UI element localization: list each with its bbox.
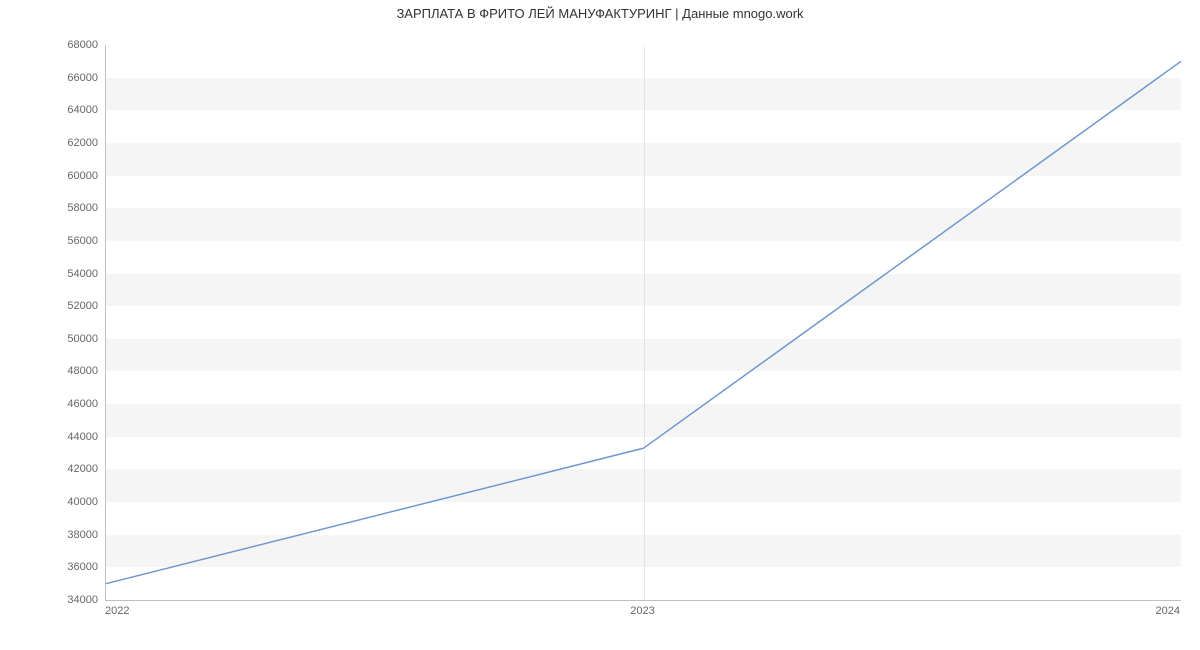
y-axis-tick-label: 66000	[8, 72, 98, 84]
y-axis-tick-label: 60000	[8, 170, 98, 182]
y-axis-tick-label: 42000	[8, 463, 98, 475]
y-axis-tick-label: 56000	[8, 235, 98, 247]
y-axis-tick-label: 38000	[8, 529, 98, 541]
y-axis-tick-label: 58000	[8, 202, 98, 214]
y-axis-tick-label: 40000	[8, 496, 98, 508]
y-axis-tick-label: 64000	[8, 104, 98, 116]
x-axis-tick-label: 2023	[630, 605, 654, 617]
y-axis-tick-label: 54000	[8, 268, 98, 280]
y-axis-tick-label: 36000	[8, 561, 98, 573]
y-axis-tick-label: 52000	[8, 300, 98, 312]
y-axis-tick-label: 62000	[8, 137, 98, 149]
y-axis-tick-label: 34000	[8, 594, 98, 606]
y-axis-tick-label: 48000	[8, 365, 98, 377]
chart-title: ЗАРПЛАТА В ФРИТО ЛЕЙ МАНУФАКТУРИНГ | Дан…	[0, 6, 1200, 21]
plot-area	[105, 45, 1181, 601]
y-axis-tick-label: 46000	[8, 398, 98, 410]
x-gridline	[644, 45, 645, 600]
y-axis-tick-label: 68000	[8, 39, 98, 51]
salary-line-chart: ЗАРПЛАТА В ФРИТО ЛЕЙ МАНУФАКТУРИНГ | Дан…	[0, 0, 1200, 650]
x-axis-tick-label: 2022	[105, 605, 129, 617]
y-axis-tick-label: 50000	[8, 333, 98, 345]
y-axis-tick-label: 44000	[8, 431, 98, 443]
x-axis-tick-label: 2024	[1156, 605, 1180, 617]
